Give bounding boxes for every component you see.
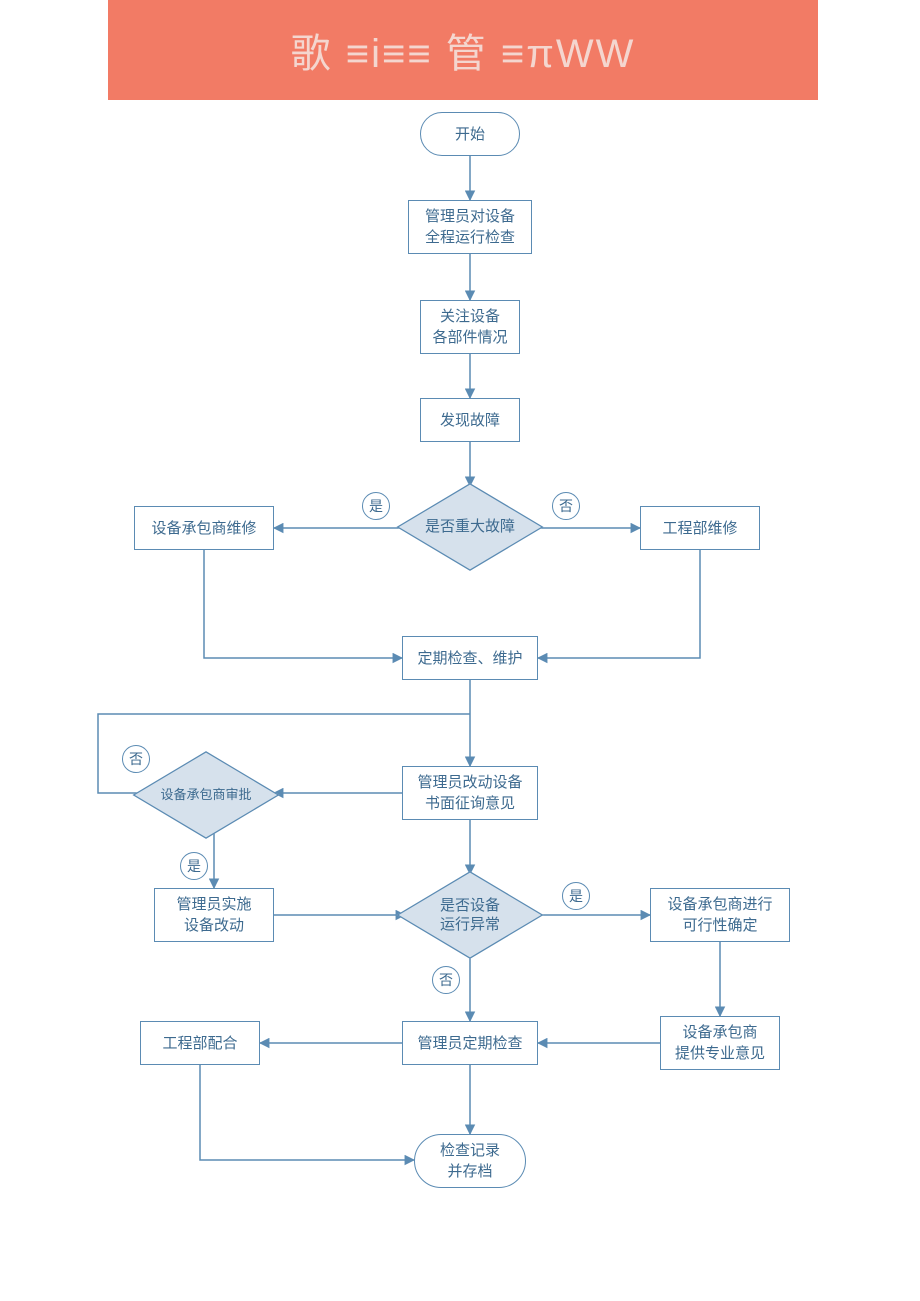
flowchart-process: 设备承包商维修 bbox=[134, 506, 274, 550]
flowchart-process: 发现故障 bbox=[420, 398, 520, 442]
flowchart-edge-label: 是 bbox=[180, 852, 208, 880]
flowchart-edge-label: 否 bbox=[552, 492, 580, 520]
flowchart-decision-label: 是否设备 运行异常 bbox=[418, 884, 522, 946]
flowchart-decision-label: 设备承包商审批 bbox=[154, 764, 258, 826]
flowchart-decision-label: 是否重大故障 bbox=[418, 496, 522, 558]
flowchart-canvas: 开始管理员对设备 全程运行检查关注设备 各部件情况发现故障是否重大故障设备承包商… bbox=[0, 100, 920, 1300]
title-banner: 歌 ≡i≡≡ 管 ≡πWW bbox=[108, 0, 818, 100]
flowchart-process: 管理员定期检查 bbox=[402, 1021, 538, 1065]
flowchart-terminator: 检查记录 并存档 bbox=[414, 1134, 526, 1188]
flowchart-process: 设备承包商 提供专业意见 bbox=[660, 1016, 780, 1070]
title-text: 歌 ≡i≡≡ 管 ≡πWW bbox=[291, 21, 636, 79]
flowchart-process: 设备承包商进行 可行性确定 bbox=[650, 888, 790, 942]
flowchart-process: 管理员改动设备 书面征询意见 bbox=[402, 766, 538, 820]
flowchart-process: 关注设备 各部件情况 bbox=[420, 300, 520, 354]
flowchart-edge-label: 是 bbox=[362, 492, 390, 520]
flowchart-edge-label: 是 bbox=[562, 882, 590, 910]
flowchart-process: 工程部配合 bbox=[140, 1021, 260, 1065]
flowchart-process: 管理员对设备 全程运行检查 bbox=[408, 200, 532, 254]
flowchart-terminator: 开始 bbox=[420, 112, 520, 156]
flowchart-edge-label: 否 bbox=[122, 745, 150, 773]
flowchart-process: 定期检查、维护 bbox=[402, 636, 538, 680]
flowchart-edges bbox=[0, 100, 920, 1300]
flowchart-process: 工程部维修 bbox=[640, 506, 760, 550]
flowchart-process: 管理员实施 设备改动 bbox=[154, 888, 274, 942]
flowchart-edge-label: 否 bbox=[432, 966, 460, 994]
